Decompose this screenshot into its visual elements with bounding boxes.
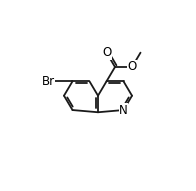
Text: O: O bbox=[102, 46, 111, 59]
Text: N: N bbox=[119, 104, 128, 117]
Text: O: O bbox=[127, 61, 137, 74]
Text: Br: Br bbox=[41, 75, 54, 88]
